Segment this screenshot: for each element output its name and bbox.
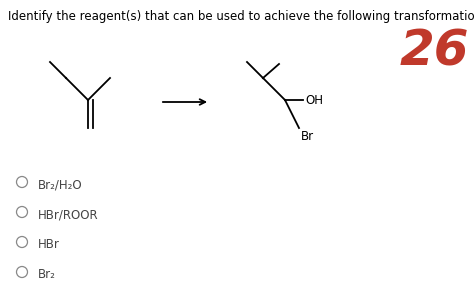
Text: Identify the reagent(s) that can be used to achieve the following transformation: Identify the reagent(s) that can be used… [8,10,474,23]
Text: Br: Br [301,130,314,143]
Text: Br₂/H₂O: Br₂/H₂O [38,178,82,191]
Text: Br₂: Br₂ [38,268,56,281]
Text: OH: OH [305,95,323,108]
Text: HBr/ROOR: HBr/ROOR [38,208,99,221]
Text: 26: 26 [400,28,470,76]
Text: HBr: HBr [38,238,60,251]
